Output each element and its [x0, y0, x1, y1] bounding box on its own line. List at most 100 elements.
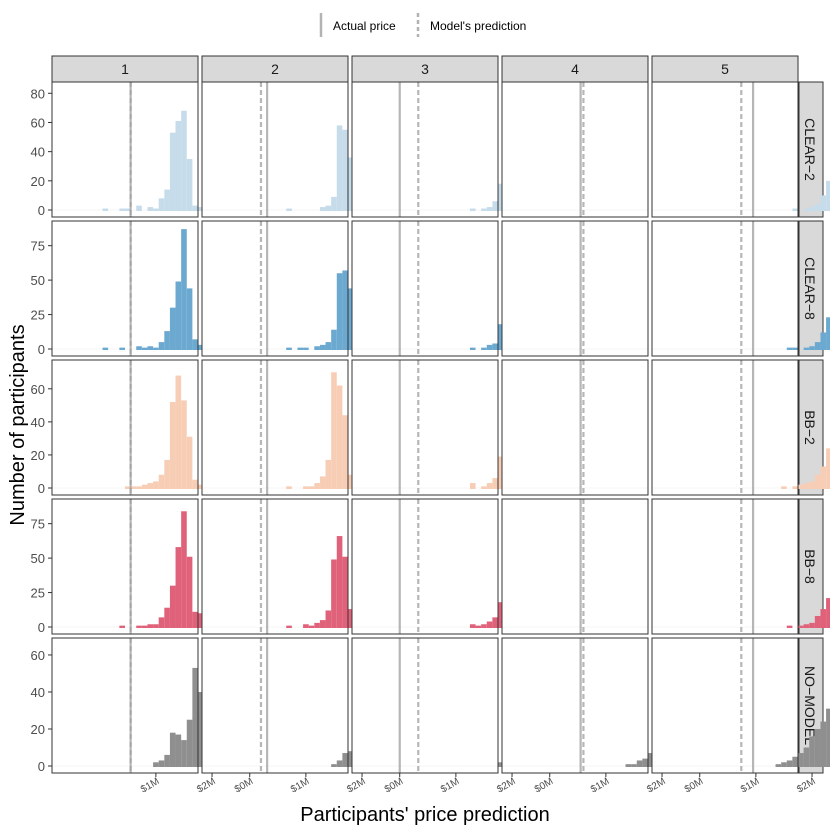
- histogram-bar: [169, 732, 176, 767]
- histogram-bar: [492, 201, 498, 211]
- histogram-bar: [792, 208, 798, 211]
- histogram-bar: [198, 344, 204, 350]
- row-strip-label-3: BB−2: [802, 410, 818, 445]
- histogram-bar: [198, 207, 204, 211]
- column-strip-label-5: 5: [721, 61, 729, 77]
- histogram-bar: [319, 344, 326, 350]
- histogram-bar: [125, 208, 131, 211]
- histogram-bar: [153, 481, 159, 489]
- histogram-bar: [814, 204, 821, 211]
- histogram-bar: [198, 691, 204, 767]
- histogram-bar: [481, 624, 487, 628]
- panel-border: [201, 498, 349, 635]
- y-tick-label: 50: [31, 273, 45, 288]
- legend-actual-price-label: Actual price: [333, 19, 396, 33]
- panel-border: [651, 220, 799, 357]
- histogram-bar: [331, 372, 337, 489]
- histogram-bar: [147, 207, 154, 211]
- panel-background: [202, 360, 348, 495]
- panel-border: [651, 637, 799, 774]
- y-tick-label: 25: [31, 308, 45, 323]
- histogram-bar: [331, 196, 337, 211]
- histogram-bar: [175, 375, 182, 489]
- histogram-bar: [158, 342, 165, 350]
- histogram-bar: [342, 753, 348, 767]
- panel-border: [501, 220, 649, 357]
- column-strip-5: [651, 55, 799, 83]
- panel-border: [501, 637, 649, 774]
- histogram-bar: [119, 208, 125, 211]
- histogram-bar: [303, 624, 309, 628]
- y-tick-label: 40: [31, 415, 45, 430]
- histogram-bar: [325, 205, 332, 211]
- histogram-bar: [186, 288, 193, 350]
- panel-bb-8-2: [201, 498, 382, 635]
- histogram-bar: [792, 347, 798, 350]
- y-tick-label: 75: [31, 239, 45, 254]
- histogram-bar: [786, 625, 793, 628]
- histogram-bar: [175, 121, 182, 211]
- panel-bb-2-1: [51, 359, 238, 496]
- histogram-bar: [141, 347, 148, 350]
- y-tick-label: 60: [31, 382, 45, 397]
- y-tick-label: 0: [38, 481, 45, 496]
- histogram-bar: [303, 486, 309, 489]
- histogram-bar: [153, 347, 159, 350]
- histogram-bar: [158, 198, 165, 211]
- column-strip-label-3: 3: [421, 61, 429, 77]
- histogram-bar: [498, 183, 504, 211]
- histogram-bar: [286, 208, 292, 211]
- row-strip-3: [798, 359, 824, 496]
- panel-bb-8-3: [351, 498, 538, 635]
- histogram-bar: [809, 346, 815, 350]
- histogram-bar: [325, 342, 332, 350]
- histogram-bar: [158, 760, 165, 767]
- histogram-bar: [192, 667, 198, 767]
- panel-background: [202, 638, 348, 773]
- histogram-bar: [119, 625, 125, 628]
- panel-border: [501, 81, 649, 218]
- histogram-bar: [820, 609, 827, 628]
- histogram-bar: [486, 344, 493, 350]
- panel-border: [651, 359, 799, 496]
- histogram-bar: [153, 762, 159, 767]
- histogram-bar: [192, 479, 198, 489]
- histogram-bar: [809, 481, 815, 489]
- histogram-bar: [153, 624, 159, 628]
- histogram-bar: [498, 762, 504, 767]
- histogram-bar: [198, 613, 204, 628]
- histogram-bar: [803, 483, 810, 489]
- row-strip-label-5: NO−MODEL: [802, 666, 818, 745]
- histogram-bar: [175, 281, 182, 350]
- histogram-bar: [314, 483, 320, 489]
- panel-border: [651, 498, 799, 635]
- panel-border: [501, 359, 649, 496]
- histogram-bar: [648, 753, 654, 767]
- panel-background: [352, 638, 498, 773]
- histogram-bar: [164, 189, 170, 211]
- panel-clear-2-5: [651, 81, 830, 218]
- histogram-bar: [826, 317, 830, 350]
- histogram-bar: [286, 625, 292, 628]
- y-tick-label: 0: [38, 342, 45, 357]
- histogram-bar: [814, 474, 821, 489]
- histogram-bar: [186, 436, 193, 489]
- histogram-bar: [169, 307, 176, 350]
- histogram-bar: [820, 466, 827, 489]
- panel-background: [352, 221, 498, 356]
- histogram-bar: [158, 474, 165, 489]
- histogram-bar: [492, 617, 498, 628]
- facet-grid: 1 2 3 4 5 CLEAR−2 0 20 40 60 80 CLEAR−8 0 25 50 75 BB−2 0…: [31, 55, 830, 795]
- histogram-bar: [141, 484, 148, 489]
- panel-background: [652, 360, 798, 495]
- column-strip-3: [351, 55, 499, 83]
- histogram-bar: [336, 125, 343, 211]
- panel-clear-2-3: [351, 81, 538, 218]
- histogram-bar: [798, 753, 804, 767]
- histogram-bar: [147, 346, 154, 350]
- histogram-bar: [286, 347, 292, 350]
- legend-model-prediction-label: Model's prediction: [430, 19, 526, 33]
- histogram-bar: [814, 728, 821, 767]
- histogram-bar: [636, 760, 643, 767]
- histogram-bar: [192, 339, 198, 350]
